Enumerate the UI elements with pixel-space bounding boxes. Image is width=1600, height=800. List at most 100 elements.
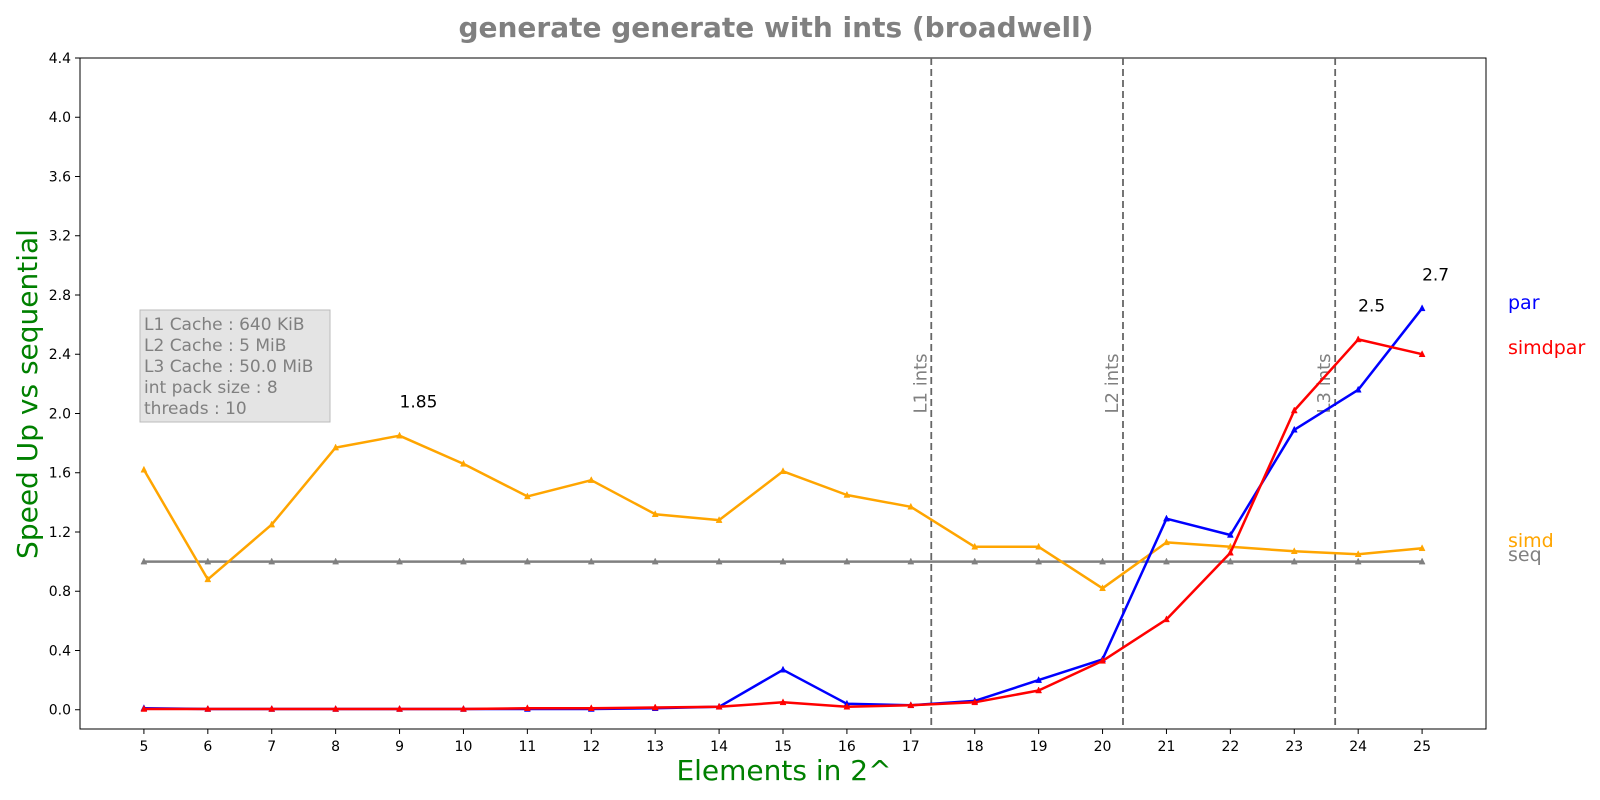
- data-point-simd: [843, 490, 851, 498]
- data-point-simdpar: [587, 704, 595, 712]
- x-tick-label: 19: [1030, 739, 1048, 755]
- data-point-seq: [1290, 557, 1298, 565]
- data-point-simd: [1290, 547, 1298, 555]
- y-axis-label: Speed Up vs sequential: [11, 229, 44, 559]
- data-point-simd: [1035, 542, 1043, 550]
- x-tick-label: 11: [518, 739, 536, 755]
- x-tick-label: 21: [1158, 739, 1176, 755]
- y-tick-label: 4.4: [49, 51, 71, 67]
- data-point-simdpar: [715, 702, 723, 710]
- legend-label-simdpar: simdpar: [1508, 337, 1585, 359]
- data-point-simdpar: [907, 701, 915, 709]
- y-tick-label: 0.4: [49, 643, 71, 659]
- data-point-par: [1163, 514, 1170, 522]
- data-point-simd: [460, 459, 467, 467]
- x-tick-label: 15: [774, 739, 792, 755]
- data-point-simd: [907, 502, 915, 510]
- data-point-seq: [715, 557, 723, 565]
- data-point-simdpar: [1226, 548, 1234, 556]
- data-point-seq: [332, 557, 340, 565]
- data-point-simdpar: [971, 698, 979, 706]
- data-point-seq: [971, 557, 979, 565]
- data-point-simd: [204, 575, 212, 583]
- data-point-simdpar: [1290, 406, 1298, 414]
- y-tick-label: 2.4: [49, 347, 71, 363]
- data-point-seq: [1418, 557, 1426, 565]
- legend-label-simd: simd: [1508, 530, 1554, 552]
- data-point-par: [779, 665, 787, 673]
- x-axis-label: Elements in 2^: [676, 754, 891, 787]
- data-point-par: [1226, 530, 1234, 538]
- chart-title: generate generate with ints (broadwell): [458, 11, 1093, 44]
- data-point-simd: [396, 431, 403, 439]
- data-point-simd: [651, 510, 659, 517]
- plot-area: 5 6 7 8 9 10 11 12 13 14 15 16 17 18 19 20 21 22 23 24 25 0.0…: [49, 51, 1586, 755]
- y-tick-label: 0.8: [49, 584, 71, 600]
- data-point-seq: [396, 557, 403, 565]
- x-tick-label: 10: [455, 739, 473, 755]
- data-point-simdpar: [1354, 335, 1362, 343]
- data-point-simdpar: [843, 702, 851, 710]
- info-box-line: L3 Cache : 50.0 MiB: [144, 357, 313, 377]
- data-point-seq: [1035, 557, 1043, 565]
- x-tick-label: 17: [902, 739, 920, 755]
- x-tick-label: 5: [139, 739, 148, 755]
- data-point-seq: [1226, 557, 1234, 565]
- legend-label-par: par: [1508, 292, 1540, 314]
- legend-label-seq: seq: [1508, 544, 1542, 566]
- info-box: [139, 309, 331, 423]
- data-point-simdpar: [523, 704, 531, 712]
- peak-annotation: 2.5: [1358, 296, 1385, 316]
- x-tick-label: 16: [838, 739, 856, 755]
- data-point-seq: [268, 557, 276, 565]
- data-point-simdpar: [779, 698, 787, 706]
- peak-annotation: 1.85: [400, 393, 438, 413]
- data-point-seq: [460, 557, 467, 565]
- y-tick-label: 1.2: [49, 525, 71, 541]
- data-point-simd: [268, 520, 276, 528]
- data-point-simdpar: [1418, 350, 1426, 357]
- y-tick-label: 1.6: [49, 466, 71, 482]
- y-tick-label: 3.6: [49, 169, 71, 185]
- x-tick-label: 25: [1413, 739, 1431, 755]
- data-point-seq: [779, 557, 787, 565]
- data-point-simdpar: [140, 704, 148, 712]
- data-point-seq: [523, 557, 531, 565]
- data-point-seq: [907, 557, 915, 565]
- data-point-par: [1290, 425, 1298, 433]
- peak-annotation: 2.7: [1422, 265, 1449, 285]
- data-point-simdpar: [651, 703, 659, 711]
- x-tick-label: 6: [203, 739, 212, 755]
- data-point-simdpar: [460, 704, 467, 712]
- data-point-simd: [1354, 550, 1362, 557]
- data-point-seq: [1099, 557, 1106, 565]
- x-tick-label: 14: [710, 739, 728, 755]
- data-point-simdpar: [1099, 656, 1106, 664]
- data-point-simd: [140, 465, 148, 473]
- x-tick-label: 7: [267, 739, 276, 755]
- series-line-simdpar: [143, 338, 1423, 711]
- data-point-simd: [523, 492, 531, 500]
- x-tick-label: 20: [1094, 739, 1112, 755]
- data-point-simdpar: [396, 704, 403, 712]
- x-tick-label: 23: [1285, 739, 1303, 755]
- y-tick-label: 2.0: [49, 406, 71, 422]
- data-point-seq: [204, 557, 212, 565]
- x-tick-label: 8: [331, 739, 340, 755]
- data-point-simdpar: [204, 704, 212, 712]
- cache-boundary-label: L1 ints: [910, 353, 931, 413]
- y-tick-label: 3.2: [49, 229, 71, 245]
- data-point-simd: [971, 542, 979, 550]
- data-point-simd: [1163, 538, 1170, 546]
- data-point-simdpar: [268, 704, 276, 712]
- data-point-simdpar: [1163, 615, 1170, 623]
- info-box-line: threads : 10: [144, 399, 247, 419]
- x-tick-label: 12: [582, 739, 600, 755]
- data-point-seq: [1354, 557, 1362, 565]
- y-tick-label: 4.0: [49, 110, 71, 126]
- data-point-par: [1418, 304, 1426, 312]
- data-point-par: [1035, 676, 1043, 683]
- data-point-simd: [587, 476, 595, 483]
- data-point-seq: [140, 557, 148, 565]
